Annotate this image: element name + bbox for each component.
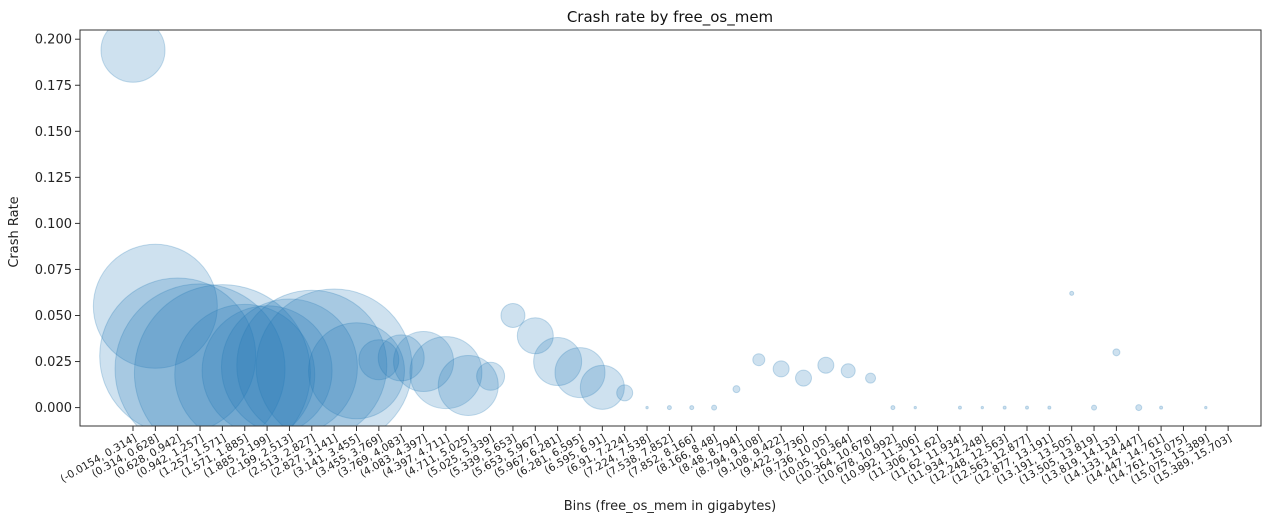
bubble-point-25 bbox=[689, 405, 695, 411]
bubble-point-7 bbox=[220, 298, 358, 426]
bubble-point-44 bbox=[1112, 348, 1121, 357]
bubble-point-8 bbox=[236, 289, 388, 426]
bubble-point-19 bbox=[533, 337, 583, 387]
plot-area-frame bbox=[79, 29, 1262, 427]
bubble-point-4 bbox=[133, 284, 311, 426]
x-axis-ticks: (-0.0154, 0.314](0.314, 0.628](0.628, 0.… bbox=[58, 426, 1234, 487]
bubble-point-2 bbox=[99, 277, 257, 426]
bubble-point-5 bbox=[174, 303, 316, 426]
bubble-point-35 bbox=[913, 405, 917, 410]
bubble-point-30 bbox=[795, 369, 812, 387]
bubble-point-1 bbox=[92, 243, 218, 369]
y-axis-label: Crash Rate bbox=[7, 196, 22, 267]
bubble-point-40 bbox=[1025, 405, 1029, 410]
bubble-point-37 bbox=[957, 405, 962, 410]
bubble-point-18 bbox=[516, 317, 554, 355]
y-tick-label: 0.150 bbox=[35, 125, 72, 140]
bubble-point-31 bbox=[817, 356, 835, 374]
bubble-point-28 bbox=[752, 353, 766, 367]
bubble-point-12 bbox=[377, 334, 425, 382]
bubble-point-39 bbox=[1002, 405, 1007, 410]
y-tick-label: 0.050 bbox=[35, 309, 72, 324]
bubble-point-27 bbox=[732, 385, 741, 394]
bubble-series bbox=[92, 30, 1208, 426]
bubble-point-15 bbox=[437, 354, 499, 416]
bubble-point-3 bbox=[114, 283, 286, 426]
y-tick-label: 0.025 bbox=[35, 355, 72, 370]
y-tick-label: 0.200 bbox=[35, 33, 72, 48]
bubble-point-0 bbox=[100, 30, 166, 83]
bubble-point-11 bbox=[358, 339, 400, 381]
bubble-point-42 bbox=[1069, 290, 1075, 296]
bubble-point-16 bbox=[476, 361, 506, 391]
bubble-point-29 bbox=[772, 360, 790, 378]
bubble-point-17 bbox=[500, 302, 526, 328]
y-tick-label: 0.175 bbox=[35, 79, 72, 94]
bubble-point-46 bbox=[1159, 405, 1164, 410]
x-axis-label: Bins (free_os_mem in gigabytes) bbox=[564, 499, 777, 514]
y-tick-label: 0.000 bbox=[35, 401, 72, 416]
y-tick-label: 0.075 bbox=[35, 263, 72, 278]
y-axis-ticks: 0.000 0.025 0.050 0.075 0.100 0.125 0.150 0.175… bbox=[35, 33, 80, 416]
bubble-point-43 bbox=[1091, 404, 1098, 411]
bubble-point-6 bbox=[201, 305, 333, 426]
bubble-point-10 bbox=[308, 322, 405, 420]
bubble-point-26 bbox=[711, 404, 718, 411]
bubble-point-45 bbox=[1135, 404, 1143, 412]
y-tick-label: 0.100 bbox=[35, 217, 72, 232]
bubble-point-23 bbox=[645, 405, 649, 410]
bubble-point-34 bbox=[890, 405, 896, 411]
bubble-point-24 bbox=[666, 405, 672, 411]
bubble-point-41 bbox=[1047, 405, 1052, 410]
bubble-point-20 bbox=[554, 347, 606, 399]
bubble-point-13 bbox=[393, 331, 455, 393]
bubble-point-38 bbox=[980, 405, 984, 410]
y-tick-label: 0.125 bbox=[35, 171, 72, 186]
chart-title: Crash rate by free_os_mem bbox=[567, 8, 773, 27]
bubble-point-14 bbox=[409, 336, 483, 410]
bubble-point-48 bbox=[1204, 405, 1208, 410]
bubble-point-32 bbox=[840, 363, 856, 379]
bubble-point-33 bbox=[865, 372, 877, 384]
bubble-point-9 bbox=[255, 288, 413, 426]
bubble-point-22 bbox=[616, 384, 634, 402]
bubble-point-21 bbox=[579, 364, 625, 410]
